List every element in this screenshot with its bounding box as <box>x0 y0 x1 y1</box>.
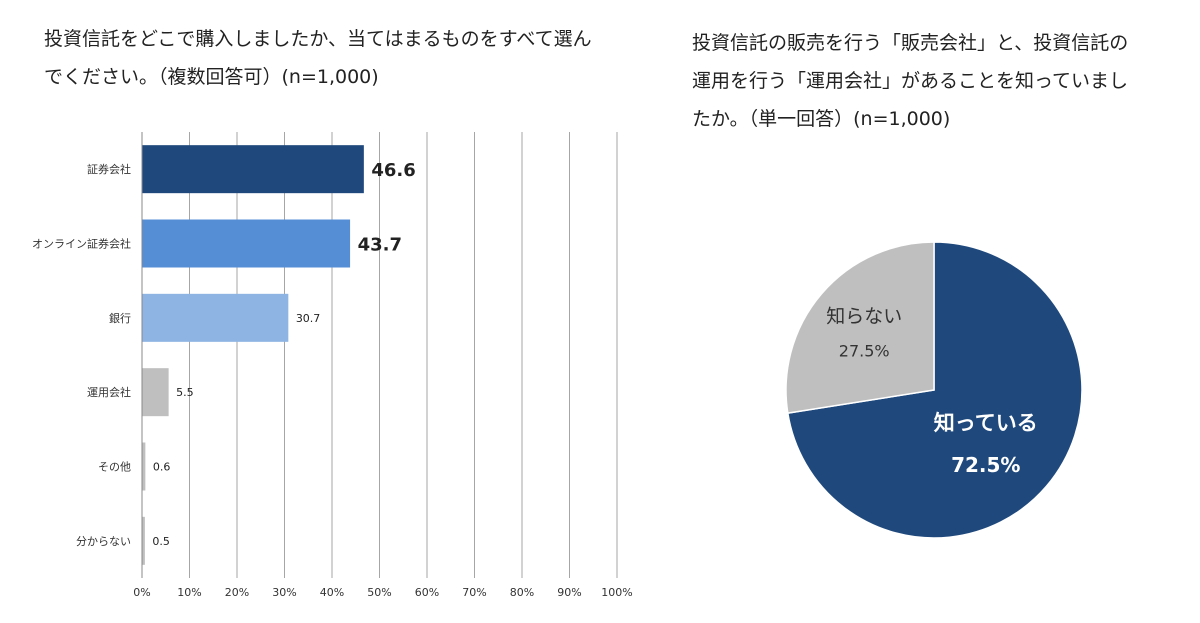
category-label: 分からない <box>76 535 131 548</box>
pie-chart-title-line1: 投資信託の販売を行う「販売会社」と、投資信託の <box>692 32 1129 54</box>
bar <box>142 516 145 565</box>
pie-slice <box>785 241 935 415</box>
data-label: 30.7 <box>296 312 321 325</box>
pie-slice-value: 72.5% <box>951 453 1020 477</box>
bar <box>142 293 289 342</box>
pie-slice-value: 27.5% <box>839 341 890 360</box>
category-label: その他 <box>98 461 131 474</box>
bar-chart-title-line2: でください。（複数回答可）(n=1,000) <box>44 66 379 88</box>
x-tick-label: 20% <box>225 586 249 599</box>
pie-slice <box>786 241 1083 539</box>
x-tick-label: 40% <box>320 586 344 599</box>
x-tick-label: 50% <box>367 586 391 599</box>
x-tick-label: 80% <box>510 586 534 599</box>
bar <box>142 442 146 491</box>
pie-chart-title: 投資信託の販売を行う「販売会社」と、投資信託の 運用を行う「運用会社」があること… <box>692 24 1172 138</box>
bar-chart-title: 投資信託をどこで購入しましたか、当てはまるものをすべて選ん でください。（複数回… <box>44 20 644 96</box>
x-tick-label: 60% <box>415 586 439 599</box>
pie-chart-title-line3: たか。（単一回答）(n=1,000) <box>692 108 951 130</box>
pie-slice-label: 知っている <box>934 411 1038 435</box>
x-tick-label: 70% <box>462 586 486 599</box>
bar <box>142 368 169 417</box>
data-label: 0.5 <box>152 535 170 548</box>
bar-chart: 0% 10% 20% 30% 40% 50% 60% 70% 80% 90% 100% 証券会社 46.… <box>32 132 633 599</box>
pie-slice-label: 知らない <box>826 305 902 327</box>
x-tick-label: 90% <box>557 586 581 599</box>
x-tick-label: 10% <box>177 586 201 599</box>
bar <box>142 145 364 194</box>
category-label: 証券会社 <box>87 162 131 176</box>
data-label: 5.5 <box>176 386 194 399</box>
category-label: 運用会社 <box>87 385 131 399</box>
data-label: 0.6 <box>153 461 171 474</box>
bar-chart-title-line1: 投資信託をどこで購入しましたか、当てはまるものをすべて選ん <box>44 28 592 50</box>
data-label: 46.6 <box>371 160 415 181</box>
category-label: オンライン証券会社 <box>32 237 131 251</box>
x-tick-label: 0% <box>133 586 150 599</box>
x-tick-label: 30% <box>272 586 296 599</box>
category-label: 銀行 <box>109 311 131 325</box>
data-label: 43.7 <box>358 235 402 256</box>
x-tick-label: 100% <box>601 586 632 599</box>
bar <box>142 219 351 268</box>
pie-chart-title-line2: 運用を行う「運用会社」があることを知っていまし <box>692 70 1129 92</box>
